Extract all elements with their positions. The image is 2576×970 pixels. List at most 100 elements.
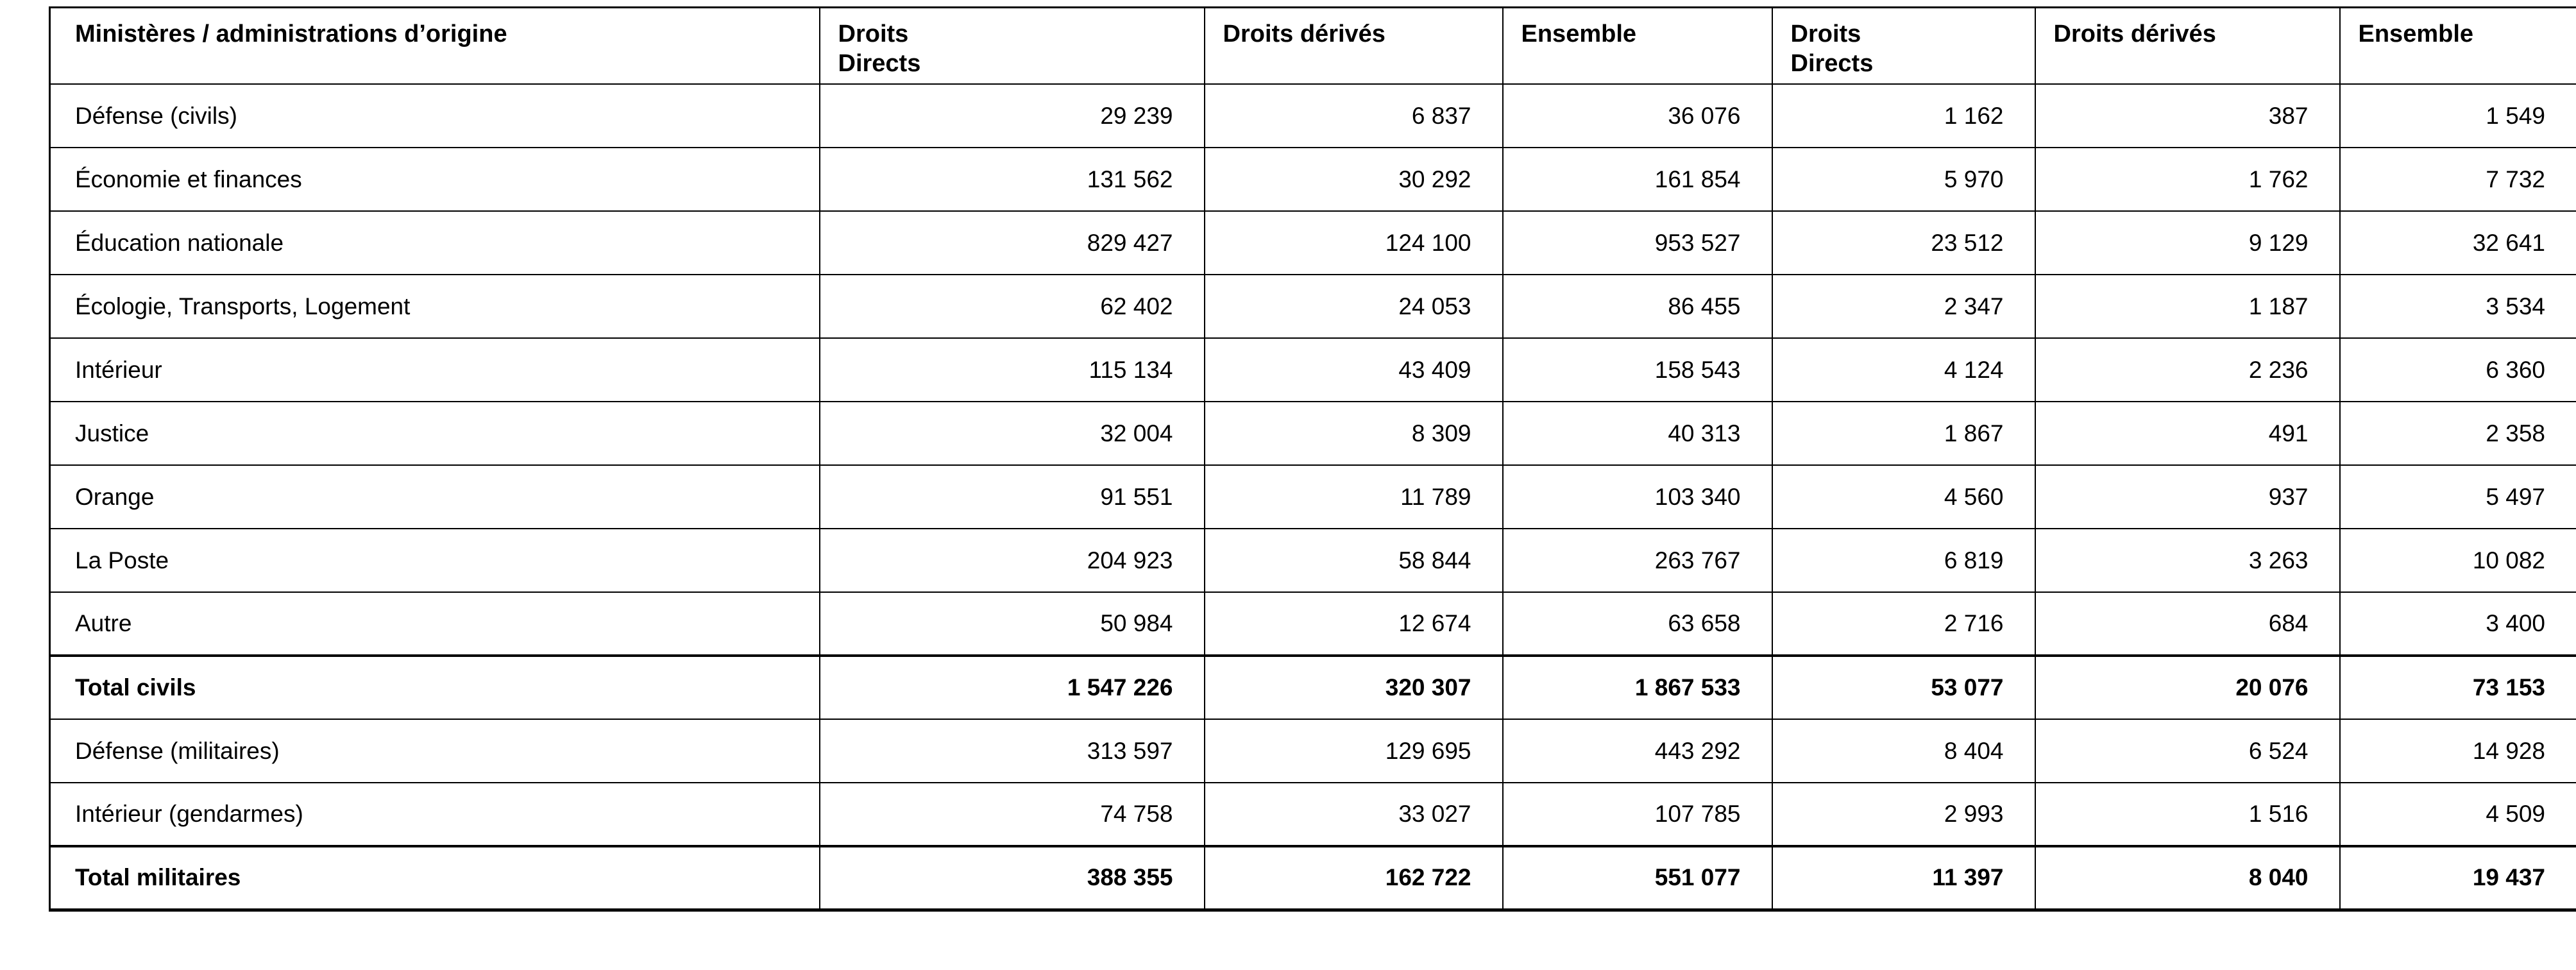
cell-value: 551 077 [1502,845,1773,911]
cell-value: 6 819 [1771,528,2036,593]
cell-value: 388 355 [818,845,1205,911]
cell-value: 30 292 [1203,147,1504,212]
cell-value: 36 076 [1502,83,1773,149]
cell-ministry: Défense (civils) [49,83,820,149]
cell-ministry: Autre [49,591,820,657]
cell-value: 3 400 [2339,591,2576,657]
cell-value: 29 239 [818,83,1205,149]
cell-value: 204 923 [818,528,1205,593]
cell-value: 1 187 [2034,274,2341,339]
table-row: Défense (militaires) 313 597 129 695 443 29… [49,719,2576,784]
table-row: La Poste 204 923 58 844 263 767 6 819 3 263 10… [49,528,2576,593]
cell-ministry: La Poste [49,528,820,593]
cell-ministry: Total civils [49,654,820,720]
column-header-4: Ensemble [1502,6,1773,85]
cell-value: 684 [2034,591,2341,657]
cell-value: 63 658 [1502,591,1773,657]
cell-value: 6 524 [2034,719,2341,784]
column-header-1: Ministères / administrations d’origine [49,6,820,85]
cell-value: 5 497 [2339,464,2576,530]
cell-value: 40 313 [1502,401,1773,466]
cell-value: 1 867 533 [1502,654,1773,720]
cell-ministry: Intérieur [49,337,820,403]
cell-value: 9 129 [2034,210,2341,276]
cell-value: 7 732 [2339,147,2576,212]
cell-ministry: Intérieur (gendarmes) [49,782,820,847]
cell-value: 161 854 [1502,147,1773,212]
cell-value: 2 358 [2339,401,2576,466]
cell-ministry: Écologie, Transports, Logement [49,274,820,339]
cell-value: 103 340 [1502,464,1773,530]
pension-beneficiaries-table: Ministères / administrations d’origine Dr… [49,6,2576,912]
cell-value: 263 767 [1502,528,1773,593]
table-row: Éducation nationale 829 427 124 100 953 527… [49,210,2576,276]
cell-value: 11 397 [1771,845,2036,911]
table-row: Économie et finances 131 562 30 292 161 854… [49,147,2576,212]
cell-ministry: Défense (militaires) [49,719,820,784]
cell-value: 3 534 [2339,274,2576,339]
cell-value: 32 641 [2339,210,2576,276]
cell-value: 91 551 [818,464,1205,530]
cell-value: 74 758 [818,782,1205,847]
table-row: Écologie, Transports, Logement 62 402 24 0… [49,274,2576,339]
cell-ministry: Total militaires [49,845,820,911]
cell-value: 4 509 [2339,782,2576,847]
cell-value: 43 409 [1203,337,1504,403]
cell-value: 124 100 [1203,210,1504,276]
cell-value: 58 844 [1203,528,1504,593]
table-row: Défense (civils) 29 239 6 837 36 076 1 162 38… [49,83,2576,149]
cell-value: 1 549 [2339,83,2576,149]
cell-ministry: Justice [49,401,820,466]
table-row: Intérieur (gendarmes) 74 758 33 027 107 785… [49,782,2576,847]
cell-value: 32 004 [818,401,1205,466]
cell-value: 829 427 [818,210,1205,276]
cell-value: 937 [2034,464,2341,530]
cell-value: 6 360 [2339,337,2576,403]
cell-value: 1 162 [1771,83,2036,149]
cell-value: 53 077 [1771,654,2036,720]
cell-value: 33 027 [1203,782,1504,847]
cell-value: 10 082 [2339,528,2576,593]
cell-value: 2 993 [1771,782,2036,847]
cell-value: 2 236 [2034,337,2341,403]
cell-value: 491 [2034,401,2341,466]
column-header-7: Ensemble [2339,6,2576,85]
column-header-6: Droits dérivés [2034,6,2341,85]
table-row: Autre 50 984 12 674 63 658 2 716 684 3 400 [49,591,2576,657]
cell-value: 107 785 [1502,782,1773,847]
cell-value: 4 124 [1771,337,2036,403]
cell-value: 2 347 [1771,274,2036,339]
cell-value: 6 837 [1203,83,1504,149]
cell-value: 1 547 226 [818,654,1205,720]
cell-value: 20 076 [2034,654,2341,720]
column-header-5: Droits Directs [1771,6,2036,85]
cell-value: 1 867 [1771,401,2036,466]
table-header-row: Ministères / administrations d’origine Dr… [49,6,2576,85]
cell-value: 8 404 [1771,719,2036,784]
cell-value: 162 722 [1203,845,1504,911]
column-header-3: Droits dérivés [1203,6,1504,85]
cell-value: 320 307 [1203,654,1504,720]
cell-value: 158 543 [1502,337,1773,403]
cell-value: 2 716 [1771,591,2036,657]
cell-ministry: Économie et finances [49,147,820,212]
cell-ministry: Éducation nationale [49,210,820,276]
cell-value: 50 984 [818,591,1205,657]
cell-value: 129 695 [1203,719,1504,784]
cell-ministry: Orange [49,464,820,530]
cell-value: 14 928 [2339,719,2576,784]
cell-value: 62 402 [818,274,1205,339]
column-header-2: Droits Directs [818,6,1205,85]
table-row: Total militaires 388 355 162 722 551 077 11 … [49,845,2576,911]
table-row: Justice 32 004 8 309 40 313 1 867 491 2 358 [49,401,2576,466]
cell-value: 1 762 [2034,147,2341,212]
cell-value: 1 516 [2034,782,2341,847]
table-row: Total civils 1 547 226 320 307 1 867 533 53 … [49,654,2576,720]
cell-value: 953 527 [1502,210,1773,276]
cell-value: 8 040 [2034,845,2341,911]
cell-value: 8 309 [1203,401,1504,466]
cell-value: 3 263 [2034,528,2341,593]
cell-value: 23 512 [1771,210,2036,276]
cell-value: 4 560 [1771,464,2036,530]
